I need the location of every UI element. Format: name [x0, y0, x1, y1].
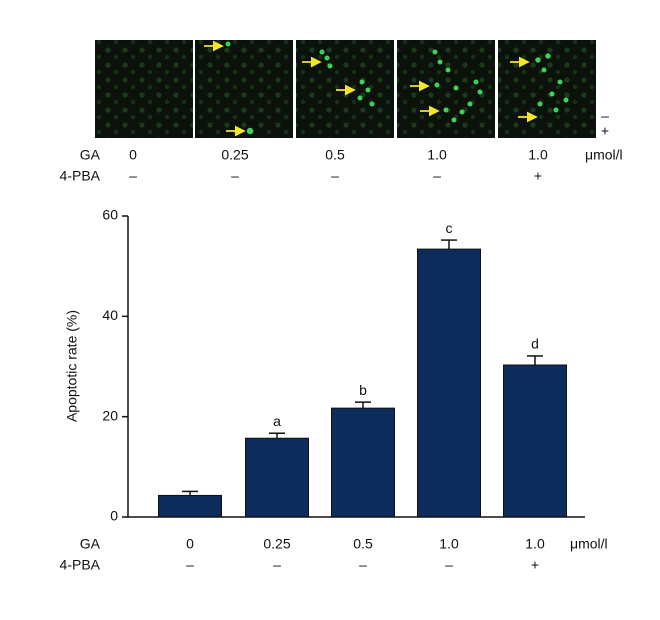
- bar: [158, 494, 222, 518]
- condition-value: 0: [129, 147, 137, 163]
- condition-value: –: [359, 557, 367, 573]
- side-label: +: [601, 123, 609, 139]
- condition-value: –: [231, 168, 239, 184]
- condition-value: +: [534, 168, 542, 184]
- image-panel: [195, 40, 293, 138]
- condition-value: 1.0: [528, 147, 548, 163]
- condition-value: 0.25: [263, 536, 290, 552]
- condition-value: –: [331, 168, 339, 184]
- bar: [503, 364, 567, 518]
- condition-value: –: [273, 557, 281, 573]
- apoptotic-cells: [225, 41, 569, 135]
- side-label: –: [601, 108, 609, 124]
- arrows: [204, 40, 538, 137]
- condition-value: 0.25: [221, 147, 248, 163]
- condition-value: 0.5: [325, 147, 345, 163]
- y-axis-label: Apoptotic rate (%): [64, 310, 80, 422]
- condition-value: 0.5: [353, 536, 373, 552]
- unit-label: μmol/l: [585, 147, 623, 163]
- y-tick-label: 40: [102, 307, 118, 323]
- y-tick-label: 0: [110, 508, 118, 524]
- bar-label: b: [359, 382, 367, 398]
- condition-value: +: [531, 557, 539, 573]
- condition-label: 4-PBA: [60, 168, 101, 184]
- condition-value: –: [445, 557, 453, 573]
- condition-value: –: [186, 557, 194, 573]
- condition-value: 1.0: [427, 147, 447, 163]
- bar-label: a: [273, 413, 281, 429]
- condition-value: 0: [186, 536, 194, 552]
- image-panel: [397, 40, 495, 138]
- bar: [245, 437, 309, 518]
- condition-value: –: [433, 168, 441, 184]
- bar-label: d: [531, 336, 539, 352]
- bar-label: c: [446, 220, 453, 236]
- condition-value: 1.0: [525, 536, 545, 552]
- condition-label: 4-PBA: [60, 557, 101, 573]
- y-tick-label: 60: [102, 207, 118, 223]
- condition-value: 1.0: [439, 536, 459, 552]
- unit-label: μmol/l: [570, 536, 608, 552]
- condition-label: GA: [80, 147, 101, 163]
- y-tick-label: 20: [102, 407, 118, 423]
- microscopy-panels: [95, 40, 596, 138]
- bar: [331, 407, 395, 518]
- bar: [417, 248, 481, 518]
- condition-value: –: [129, 168, 137, 184]
- condition-label: GA: [80, 536, 101, 552]
- image-panel: [296, 40, 394, 138]
- image-panel: [95, 40, 193, 138]
